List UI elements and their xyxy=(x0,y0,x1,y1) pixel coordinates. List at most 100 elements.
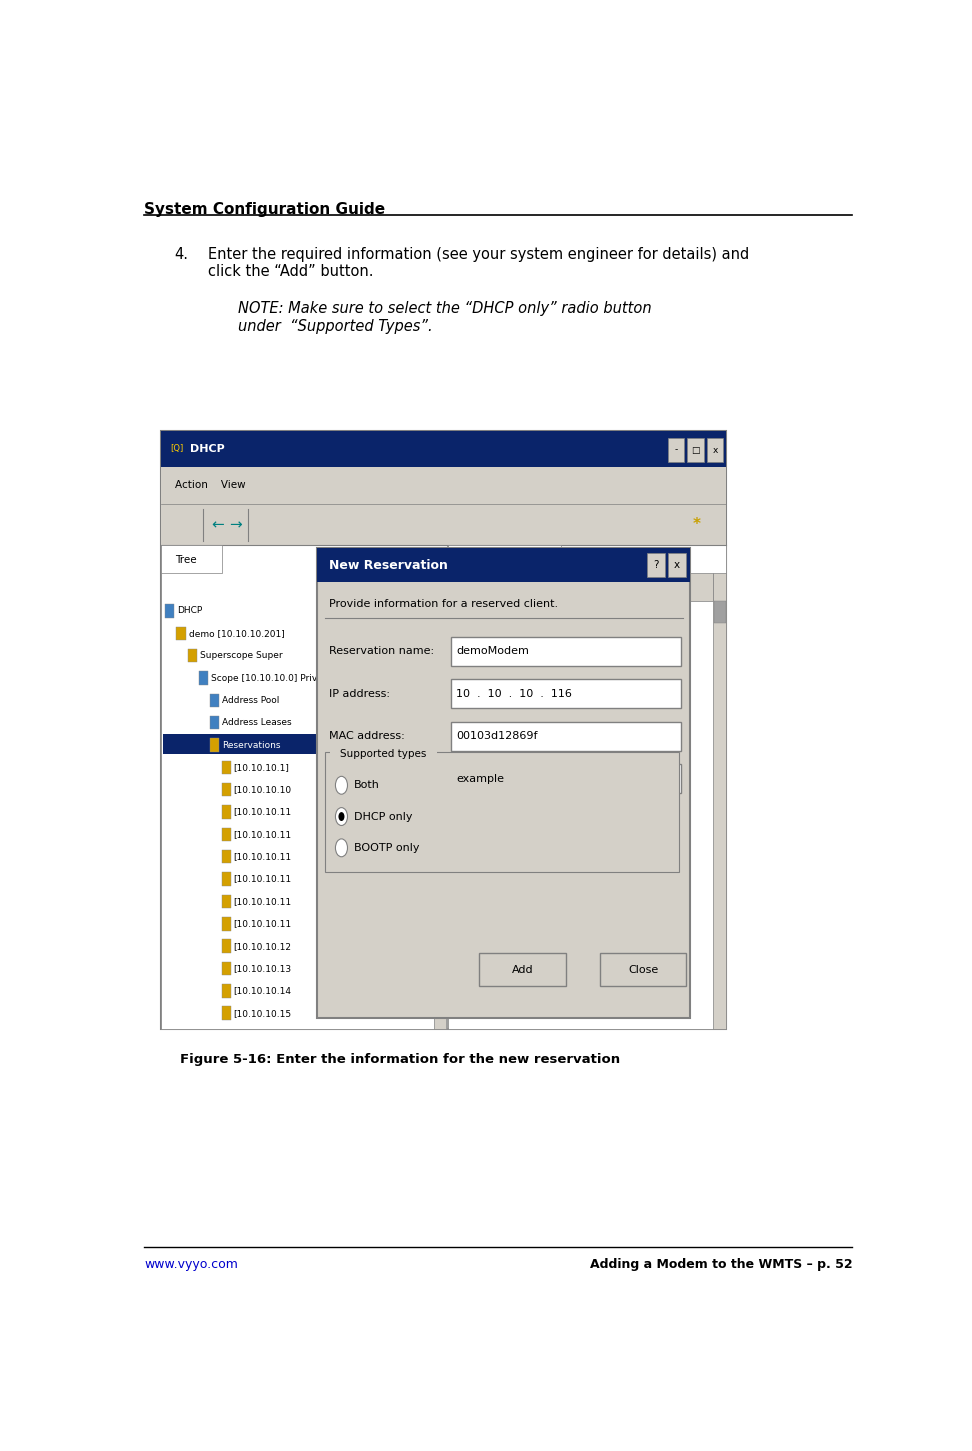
Text: example: example xyxy=(456,773,503,784)
Text: System Configuration Guide: System Configuration Guide xyxy=(144,202,385,218)
Text: Description:: Description: xyxy=(329,773,396,784)
FancyBboxPatch shape xyxy=(222,872,230,885)
FancyBboxPatch shape xyxy=(448,573,712,601)
Text: MAC address:: MAC address: xyxy=(329,731,404,741)
Text: Address Pool: Address Pool xyxy=(223,696,280,705)
Text: [10.10.10.11: [10.10.10.11 xyxy=(233,830,292,839)
FancyBboxPatch shape xyxy=(707,438,723,463)
Text: 4.: 4. xyxy=(174,247,189,261)
Text: Superscope Super: Superscope Super xyxy=(200,651,283,660)
Text: □: □ xyxy=(691,445,700,454)
FancyBboxPatch shape xyxy=(161,546,447,1029)
FancyBboxPatch shape xyxy=(448,546,726,1029)
FancyBboxPatch shape xyxy=(687,438,704,463)
Text: ?: ? xyxy=(653,560,658,570)
Text: *: * xyxy=(692,518,700,533)
FancyBboxPatch shape xyxy=(451,679,681,708)
Text: Provide information for a reserved client.: Provide information for a reserved clien… xyxy=(329,599,558,608)
FancyBboxPatch shape xyxy=(451,646,461,659)
Text: BOOTP only: BOOTP only xyxy=(354,843,419,853)
Text: Reservations: Reservations xyxy=(459,554,522,564)
Text: Supported types: Supported types xyxy=(340,749,427,759)
Text: [10.10.10.11: [10.10.10.11 xyxy=(233,808,292,817)
FancyBboxPatch shape xyxy=(600,953,686,987)
Text: Tree: Tree xyxy=(175,554,196,564)
Text: Both: Both xyxy=(354,781,379,791)
FancyBboxPatch shape xyxy=(479,953,566,987)
Text: DHCP: DHCP xyxy=(177,607,202,615)
Circle shape xyxy=(335,839,348,856)
FancyBboxPatch shape xyxy=(210,694,220,707)
Text: Action    View: Action View xyxy=(175,480,246,490)
Text: x: x xyxy=(674,560,679,570)
FancyBboxPatch shape xyxy=(451,637,681,666)
FancyBboxPatch shape xyxy=(161,546,222,573)
Text: Close: Close xyxy=(628,965,658,975)
FancyBboxPatch shape xyxy=(668,438,684,463)
Text: [10.10.10.11: [10.10.10.11 xyxy=(233,920,292,929)
Circle shape xyxy=(335,808,348,826)
Text: →: → xyxy=(228,518,242,533)
FancyBboxPatch shape xyxy=(317,548,690,582)
FancyBboxPatch shape xyxy=(188,649,196,662)
FancyBboxPatch shape xyxy=(165,604,174,618)
FancyBboxPatch shape xyxy=(222,760,230,773)
Text: Reservations: Reservations xyxy=(223,740,281,750)
Text: [10.10.10.11: [10.10.10.11 xyxy=(233,875,292,884)
Circle shape xyxy=(335,776,348,794)
Circle shape xyxy=(338,813,344,821)
Text: 00103d12869f: 00103d12869f xyxy=(456,731,538,741)
Text: [10.10.10.12: [10.10.10.12 xyxy=(233,942,292,950)
Text: [10.10.10.14: [10.10.10.14 xyxy=(233,987,292,995)
Text: [10.10.10.10: [10.10.10.10 xyxy=(233,785,292,794)
Text: IP address:: IP address: xyxy=(329,689,390,698)
Text: -: - xyxy=(675,445,677,454)
Text: [10.10.10.11: [10.10.10.11 xyxy=(233,852,292,862)
Text: [10.10.10.1] wmu_001: [10.10.10.1] wmu_001 xyxy=(465,604,567,612)
Text: [10.10.10.1]: [10.10.10.1] xyxy=(233,763,290,772)
FancyBboxPatch shape xyxy=(646,553,665,577)
FancyBboxPatch shape xyxy=(222,895,230,908)
FancyBboxPatch shape xyxy=(222,984,230,997)
FancyBboxPatch shape xyxy=(317,548,690,1017)
FancyBboxPatch shape xyxy=(434,573,446,1029)
FancyBboxPatch shape xyxy=(161,431,726,1029)
FancyBboxPatch shape xyxy=(222,962,230,975)
FancyBboxPatch shape xyxy=(199,672,208,685)
FancyBboxPatch shape xyxy=(222,917,230,930)
FancyBboxPatch shape xyxy=(210,739,220,752)
FancyBboxPatch shape xyxy=(451,624,461,637)
Text: [10.10.10.11: [10.10.10.11 xyxy=(233,897,292,905)
Text: [10.10.10.15: [10.10.10.15 xyxy=(233,1008,292,1017)
FancyBboxPatch shape xyxy=(325,752,678,872)
FancyBboxPatch shape xyxy=(451,721,681,750)
Text: demoModem: demoModem xyxy=(456,646,529,656)
Text: [10.10.10.10] wmu_010: [10.10.10.10] wmu_010 xyxy=(465,625,573,634)
FancyBboxPatch shape xyxy=(210,715,220,730)
FancyBboxPatch shape xyxy=(163,734,431,755)
FancyBboxPatch shape xyxy=(712,573,726,1029)
Text: Enter the required information (see your system engineer for details) and
click : Enter the required information (see your… xyxy=(208,247,749,279)
FancyBboxPatch shape xyxy=(451,765,681,794)
FancyBboxPatch shape xyxy=(222,784,230,797)
FancyBboxPatch shape xyxy=(451,601,461,614)
Text: [10.10.10.13: [10.10.10.13 xyxy=(233,963,292,974)
Text: x: x xyxy=(712,445,717,454)
Text: DHCP only: DHCP only xyxy=(354,811,412,821)
Text: Scope [10.10.10.0] Private: Scope [10.10.10.0] Private xyxy=(211,673,332,682)
Text: Address Leases: Address Leases xyxy=(223,718,292,727)
Text: 10  .  10  .  10  .  116: 10 . 10 . 10 . 116 xyxy=(456,689,572,698)
Text: www.vyyo.com: www.vyyo.com xyxy=(144,1258,238,1271)
FancyBboxPatch shape xyxy=(177,627,186,640)
FancyBboxPatch shape xyxy=(161,503,726,546)
FancyBboxPatch shape xyxy=(222,827,230,842)
FancyBboxPatch shape xyxy=(222,939,230,953)
Text: [Q]: [Q] xyxy=(170,444,184,454)
Text: New Reservation: New Reservation xyxy=(329,559,447,572)
Text: Reservation name:: Reservation name: xyxy=(329,646,434,656)
FancyBboxPatch shape xyxy=(161,467,726,503)
Text: NOTE: Make sure to select the “DHCP only” radio button
under  “Supported Types”.: NOTE: Make sure to select the “DHCP only… xyxy=(238,302,652,334)
Text: Add: Add xyxy=(512,965,534,975)
Text: DHCP: DHCP xyxy=(191,444,225,454)
FancyBboxPatch shape xyxy=(161,431,726,467)
